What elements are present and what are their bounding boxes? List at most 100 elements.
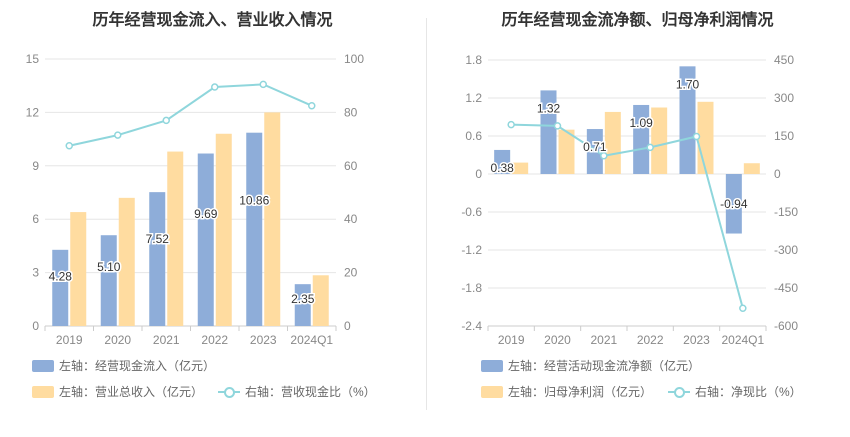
bar-data-label: 0.38: [490, 161, 514, 175]
legend-item-ratio[interactable]: 右轴：营收现金比（%）: [218, 383, 376, 400]
x-axis-tick-label: 2020: [104, 333, 131, 347]
left-axis-tick-label: 15: [26, 52, 40, 66]
panel-divider: [426, 18, 427, 410]
legend-swatch: [481, 386, 503, 398]
legend-label: 左轴：营业总收入（亿元）: [59, 385, 204, 399]
left-axis-tick-label: 1.8: [465, 53, 482, 67]
chart-svg: 0 3 6 9 12 15 0 20 40 60 80 100 2019 2020 2021 2022 2023…: [26, 52, 365, 347]
left-axis-tick-label: 0: [475, 167, 482, 181]
bar-data-label: 7.52: [146, 232, 170, 246]
bar-series-1: [100, 235, 117, 326]
bar-series-1: [725, 174, 742, 234]
right-axis-tick-label: -150: [774, 205, 798, 219]
bar-series-2: [312, 275, 329, 326]
left-axis-tick-label: 3: [32, 266, 39, 280]
right-axis-tick-label: 0: [344, 319, 351, 333]
left-axis-tick-label: 0.6: [465, 129, 482, 143]
legend-swatch: [32, 386, 54, 398]
left-axis-tick-label: 9: [32, 159, 39, 173]
line-point: [211, 83, 219, 91]
legend-item-net-profit[interactable]: 左轴：归母净利润（亿元）: [481, 383, 652, 400]
x-axis-tick-label: 2023: [250, 333, 277, 347]
x-axis-tick-label: 2020: [544, 333, 571, 347]
bar-series-1: [633, 104, 650, 174]
bar-series-1: [197, 153, 214, 326]
legend-label: 右轴：净现比（%）: [695, 385, 802, 399]
right-axis-tick-label: -450: [774, 281, 798, 295]
bar-data-label: 2.35: [291, 292, 315, 306]
legend-line-swatch: [668, 386, 690, 398]
bar-data-label: 4.28: [49, 269, 73, 283]
bar-series-1: [679, 66, 696, 174]
bar-data-label: 1.32: [537, 101, 561, 115]
chart-panel-cash-inflow: 历年经营现金流入、营业收入情况 0 3 6 9 12 15 0 20 40 60 80 100 2019…: [26, 12, 376, 400]
line-point: [114, 131, 122, 139]
x-axis-tick-label: 2021: [590, 333, 617, 347]
chart-svg: -2.4 -1.8 -1.2 -0.6 0 0.6 1.2 1.8 -600 -450 -300 -1…: [461, 53, 798, 347]
legend-item-cash-inflow[interactable]: 左轴：经营现金流入（亿元）: [32, 357, 215, 374]
chart-title: 历年经营现金流入、营业收入情况: [92, 12, 333, 29]
x-axis-tick-label: 2022: [637, 333, 664, 347]
right-axis-tick-label: 150: [774, 129, 794, 143]
legend-label: 左轴：经营现金流入（亿元）: [59, 359, 216, 373]
line-point: [646, 143, 654, 152]
line-point: [692, 132, 701, 141]
bar-series-2: [264, 112, 281, 327]
bar-data-label: -0.94: [720, 197, 748, 211]
legend-label: 左轴：经营活动现金流净额（亿元）: [508, 359, 701, 373]
line-point: [600, 152, 608, 160]
bar-data-label: 5.10: [97, 260, 121, 274]
line-series: [511, 123, 744, 309]
x-axis-tick-label: 2024Q1: [290, 333, 333, 347]
legend-swatch: [32, 360, 54, 372]
x-axis-tick-label: 2023: [683, 333, 710, 347]
bar-series-1: [586, 129, 603, 174]
line-series: [69, 83, 313, 147]
bar-series-1: [540, 90, 557, 174]
line-point: [739, 304, 747, 313]
left-axis-tick-label: 12: [26, 105, 40, 119]
x-axis-tick-label: 2021: [153, 333, 180, 347]
left-axis-tick-label: -1.2: [461, 243, 482, 257]
left-axis-tick-label: -0.6: [461, 205, 482, 219]
right-axis-tick-label: 40: [344, 212, 358, 226]
bar-data-label: 1.70: [676, 77, 700, 91]
bar-data-label: 0.71: [583, 140, 607, 154]
legend-item-net-cash-ratio[interactable]: 右轴：净现比（%）: [668, 383, 802, 400]
line-point: [507, 120, 515, 129]
bar-data-label: 9.69: [194, 207, 218, 221]
line-point: [553, 122, 562, 130]
x-axis-tick-label: 2019: [498, 333, 525, 347]
right-axis-tick-label: 450: [774, 53, 794, 67]
bar-series-2: [70, 212, 87, 326]
left-axis-tick-label: -1.8: [461, 281, 482, 295]
bar-series-1: [494, 149, 511, 174]
bar-series-2: [167, 151, 184, 326]
chart-panel-net-cash: 历年经营现金流净额、归母净利润情况 -2.4 -1.8 -1.2 -0.6 0 0.6 1.…: [425, 0, 850, 437]
left-axis-tick-label: 0: [32, 319, 39, 333]
left-axis-tick-label: -2.4: [461, 319, 482, 333]
right-axis-tick-label: 0: [774, 167, 781, 181]
bar-series-2: [215, 133, 232, 326]
legend-item-net-cash[interactable]: 左轴：经营活动现金流净额（亿元）: [481, 357, 700, 374]
legend-item-revenue[interactable]: 左轴：营业总收入（亿元）: [32, 383, 203, 400]
left-axis-tick-label: 6: [32, 212, 39, 226]
bar-series-2: [604, 111, 621, 174]
bar-series-2: [558, 129, 575, 174]
right-axis-tick-label: 20: [344, 266, 358, 280]
bar-series-2: [118, 197, 135, 326]
bar-series-1: [246, 132, 263, 326]
bar-series-1: [52, 249, 69, 326]
x-axis-tick-label: 2019: [56, 333, 83, 347]
legend-swatch: [481, 360, 503, 372]
line-point: [65, 142, 73, 150]
bar-data-label: 1.09: [629, 116, 653, 130]
line-point: [308, 101, 316, 110]
line-point: [162, 116, 170, 125]
bar-series-2: [512, 162, 529, 174]
bar-series-2: [651, 107, 668, 174]
right-axis-tick-label: 60: [344, 159, 358, 173]
x-axis-tick-label: 2022: [201, 333, 228, 347]
bar-data-label: 10.86: [239, 193, 269, 207]
